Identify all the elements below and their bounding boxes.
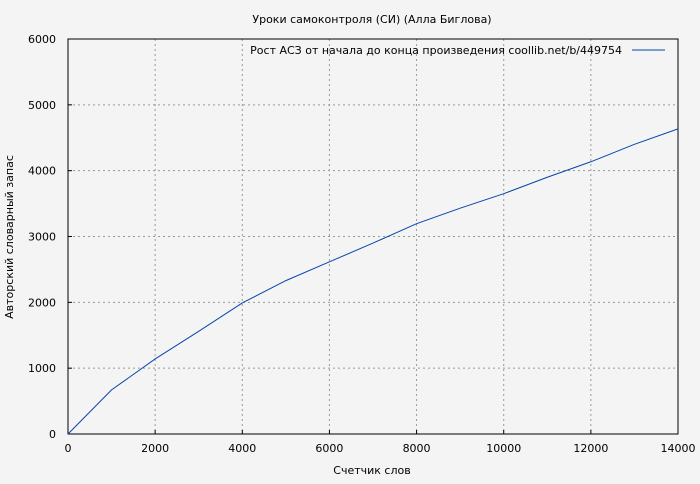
grid <box>68 39 678 434</box>
x-tick-label: 0 <box>65 442 72 455</box>
legend-label: Рост АСЗ от начала до конца произведения… <box>250 44 622 57</box>
y-tick-label: 3000 <box>28 231 56 244</box>
y-tick-label: 0 <box>49 428 56 441</box>
chart-title: Уроки самоконтроля (СИ) (Алла Биглова) <box>252 13 491 26</box>
y-tick-label: 4000 <box>28 165 56 178</box>
x-axis-label: Счетчик слов <box>333 464 410 477</box>
legend: Рост АСЗ от начала до конца произведения… <box>250 44 665 57</box>
x-tick-label: 14000 <box>661 442 696 455</box>
x-tick-label: 10000 <box>486 442 521 455</box>
y-tick-label: 6000 <box>28 33 56 46</box>
y-tick-label: 5000 <box>28 99 56 112</box>
y-tick-label: 2000 <box>28 296 56 309</box>
series-line <box>67 128 679 435</box>
x-tick-label: 12000 <box>573 442 608 455</box>
ticks: 0 2000 4000 6000 8000 10000 12000 14000 0 1000 200… <box>28 33 696 455</box>
x-tick-label: 8000 <box>403 442 431 455</box>
plot-frame <box>67 38 679 435</box>
series <box>67 128 679 435</box>
x-tick-label: 4000 <box>228 442 256 455</box>
x-tick-label: 6000 <box>315 442 343 455</box>
y-axis-label: Авторский словарный запас <box>3 155 16 319</box>
x-tick-label: 2000 <box>141 442 169 455</box>
y-tick-label: 1000 <box>28 362 56 375</box>
